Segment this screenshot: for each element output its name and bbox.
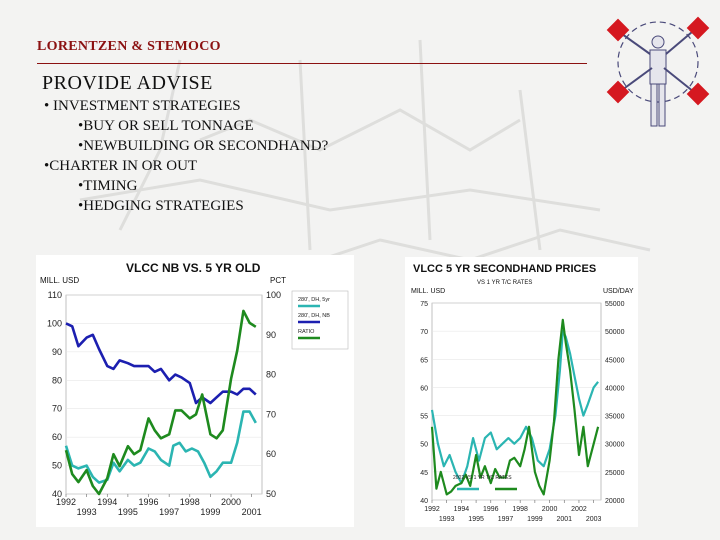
x-tick-label-bottom: 2001 [242, 507, 262, 517]
chart-title: VLCC NB VS. 5 YR OLD [126, 261, 261, 275]
secondhand-prices-chart: VLCC 5 YR SECONDHAND PRICES VS 1 YR T/C … [405, 257, 638, 527]
nb-vs-5yr-chart: VLCC NB VS. 5 YR OLD MILL. USD PCT 110 10… [36, 255, 354, 527]
legend-label: 2002 VS 1 YR T/C RATES [453, 475, 512, 481]
left-tick-label: 110 [48, 290, 62, 300]
x-tick-label-top: 1998 [512, 506, 528, 513]
slide-title: PROVIDE ADVISE [42, 72, 213, 94]
right-tick-label: 35000 [605, 414, 625, 421]
plot-frame [431, 302, 602, 501]
left-tick-label: 100 [47, 318, 62, 328]
chart-title: VLCC 5 YR SECONDHAND PRICES [413, 263, 596, 275]
x-tick-label-top: 2002 [571, 506, 587, 513]
left-tick-label: 40 [420, 498, 428, 505]
left-axis-label: MILL. USD [40, 276, 79, 285]
left-tick-label: 50 [420, 442, 428, 449]
left-axis-label: MILL. USD [411, 288, 445, 295]
bullet-item: •TIMING [78, 178, 138, 194]
x-tick-label-bottom: 1995 [468, 516, 484, 523]
legend-label: RATIO [298, 329, 315, 335]
x-tick-label-bottom: 2001 [556, 516, 572, 523]
right-tick-label: 60 [266, 449, 276, 459]
right-tick-label: 40000 [605, 385, 625, 392]
x-tick-label-top: 1996 [139, 497, 159, 507]
bullet-item: •BUY OR SELL TONNAGE [78, 118, 254, 134]
x-tick-label-top: 2000 [542, 506, 558, 513]
x-tick-label-top: 1992 [424, 506, 440, 513]
plot-frame [65, 294, 263, 495]
x-tick-label-bottom: 1993 [439, 516, 455, 523]
bullet-item: •CHARTER IN OR OUT [44, 158, 198, 174]
x-tick-label-top: 1994 [454, 506, 470, 513]
left-tick-label: 40 [52, 489, 62, 499]
x-tick-label-top: 1998 [180, 497, 200, 507]
bullet-item: • INVESTMENT STRATEGIES [44, 98, 241, 114]
right-tick-label: 100 [266, 290, 281, 300]
x-tick-label-top: 1996 [483, 506, 499, 513]
left-tick-label: 70 [52, 404, 62, 414]
series-line-0 [64, 410, 257, 484]
right-tick-label: 70 [266, 409, 276, 419]
x-tick-label-bottom: 1993 [77, 507, 97, 517]
x-tick-label-bottom: 2003 [586, 516, 602, 523]
left-tick-label: 70 [420, 329, 428, 336]
left-tick-label: 65 [420, 357, 428, 364]
semaphore-logo [606, 16, 710, 127]
right-tick-label: 25000 [605, 470, 625, 477]
legend-label: 280', DH, NB [298, 313, 330, 319]
x-tick-label-top: 1994 [97, 497, 117, 507]
x-tick-label-bottom: 1999 [200, 507, 220, 517]
left-tick-label: 55 [420, 414, 428, 421]
bullet-list: • INVESTMENT STRATEGIES •BUY OR SELL TONN… [44, 96, 328, 216]
chart-subtitle: VS 1 YR T/C RATES [477, 280, 532, 286]
x-tick-label-bottom: 1995 [118, 507, 138, 517]
right-tick-label: 45000 [605, 357, 625, 364]
left-tick-label: 60 [52, 432, 62, 442]
left-tick-label: 50 [52, 461, 62, 471]
right-tick-label: 90 [266, 330, 276, 340]
right-tick-label: 55000 [605, 301, 625, 308]
nb-vs-5yr-svg: VLCC NB VS. 5 YR OLD MILL. USD PCT 110 10… [40, 261, 349, 517]
bullet-item: •NEWBUILDING OR SECONDHAND? [78, 138, 329, 154]
legend-label: 280', DH, 5yr [298, 297, 330, 303]
right-axis-label: USD/DAY [603, 288, 634, 295]
left-tick-label: 80 [52, 375, 62, 385]
legend-box [291, 290, 349, 350]
x-tick-label-bottom: 1999 [527, 516, 543, 523]
company-name: LORENTZEN & STEMOCO [37, 39, 221, 54]
series-line-2 [64, 309, 257, 496]
series-line-1 [430, 318, 600, 496]
bullet-item: •HEDGING STRATEGIES [78, 198, 244, 214]
x-tick-label-bottom: 1997 [159, 507, 179, 517]
left-tick-label: 75 [420, 301, 428, 308]
series-line-1 [65, 322, 257, 405]
left-tick-label: 90 [52, 347, 62, 357]
right-tick-label: 50 [266, 489, 276, 499]
right-axis-label: PCT [270, 276, 286, 285]
header-divider [37, 63, 587, 64]
secondhand-prices-svg: VLCC 5 YR SECONDHAND PRICES VS 1 YR T/C … [411, 263, 634, 523]
right-tick-label: 80 [266, 370, 276, 380]
right-tick-label: 50000 [605, 329, 625, 336]
right-tick-label: 30000 [605, 442, 625, 449]
x-tick-label-top: 1992 [56, 497, 76, 507]
left-tick-label: 60 [420, 385, 428, 392]
left-tick-label: 45 [420, 470, 428, 477]
x-tick-label-top: 2000 [221, 497, 241, 507]
right-tick-label: 20000 [605, 498, 625, 505]
x-tick-label-bottom: 1997 [498, 516, 514, 523]
